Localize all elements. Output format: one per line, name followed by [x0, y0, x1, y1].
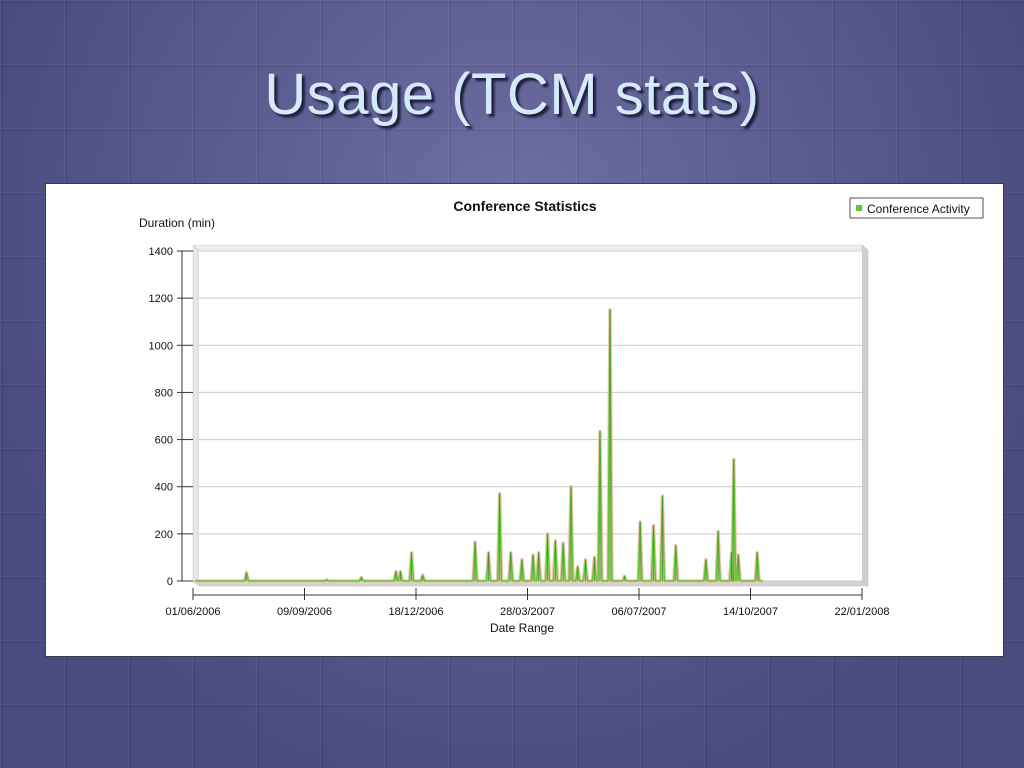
x-axis-label: Date Range — [490, 621, 554, 635]
legend: Conference Activity — [849, 197, 984, 219]
legend-swatch — [856, 205, 862, 211]
y-axis: 0 200 400 600 800 1000 1200 1400 — [149, 246, 193, 588]
x-tick-label: 28/03/2007 — [500, 606, 555, 618]
y-tick-label: 1400 — [149, 246, 173, 258]
x-tick-label: 14/10/2007 — [723, 606, 778, 618]
conference-statistics-chart: Conference Statistics Duration (min) Dat… — [139, 197, 984, 635]
gridlines — [199, 250, 862, 582]
x-tick-label: 09/09/2006 — [277, 606, 332, 618]
plot-left-wall — [192, 244, 200, 587]
x-tick-label: 18/12/2006 — [388, 606, 443, 618]
x-tick-label: 22/01/2008 — [834, 606, 889, 618]
plot-frame — [192, 244, 869, 587]
plot-area — [199, 250, 862, 581]
x-tick-label: 06/07/2007 — [611, 606, 666, 618]
legend-box — [849, 197, 984, 219]
x-tick-label: 01/06/2006 — [165, 606, 220, 618]
chart-title: Conference Statistics — [453, 198, 596, 214]
chart-panel: Conference Statistics Duration (min) Dat… — [45, 183, 1004, 657]
y-tick-label: 200 — [155, 529, 173, 541]
y-tick-label: 1200 — [149, 293, 173, 305]
plot-right-wall — [861, 244, 869, 587]
plot-top-edge — [192, 244, 869, 251]
series-conference-activity — [195, 308, 763, 583]
y-tick-label: 800 — [155, 387, 173, 399]
y-tick-label: 600 — [155, 435, 173, 447]
slide-title: Usage (TCM stats) — [264, 62, 760, 127]
y-axis-label: Duration (min) — [139, 216, 215, 230]
y-tick-label: 0 — [167, 576, 173, 588]
x-axis: 01/06/2006 09/09/2006 18/12/2006 28/03/2007… — [165, 588, 890, 618]
legend-entry-conference-activity: Conference Activity — [867, 202, 970, 216]
y-tick-label: 1000 — [149, 340, 173, 352]
y-tick-label: 400 — [155, 482, 173, 494]
